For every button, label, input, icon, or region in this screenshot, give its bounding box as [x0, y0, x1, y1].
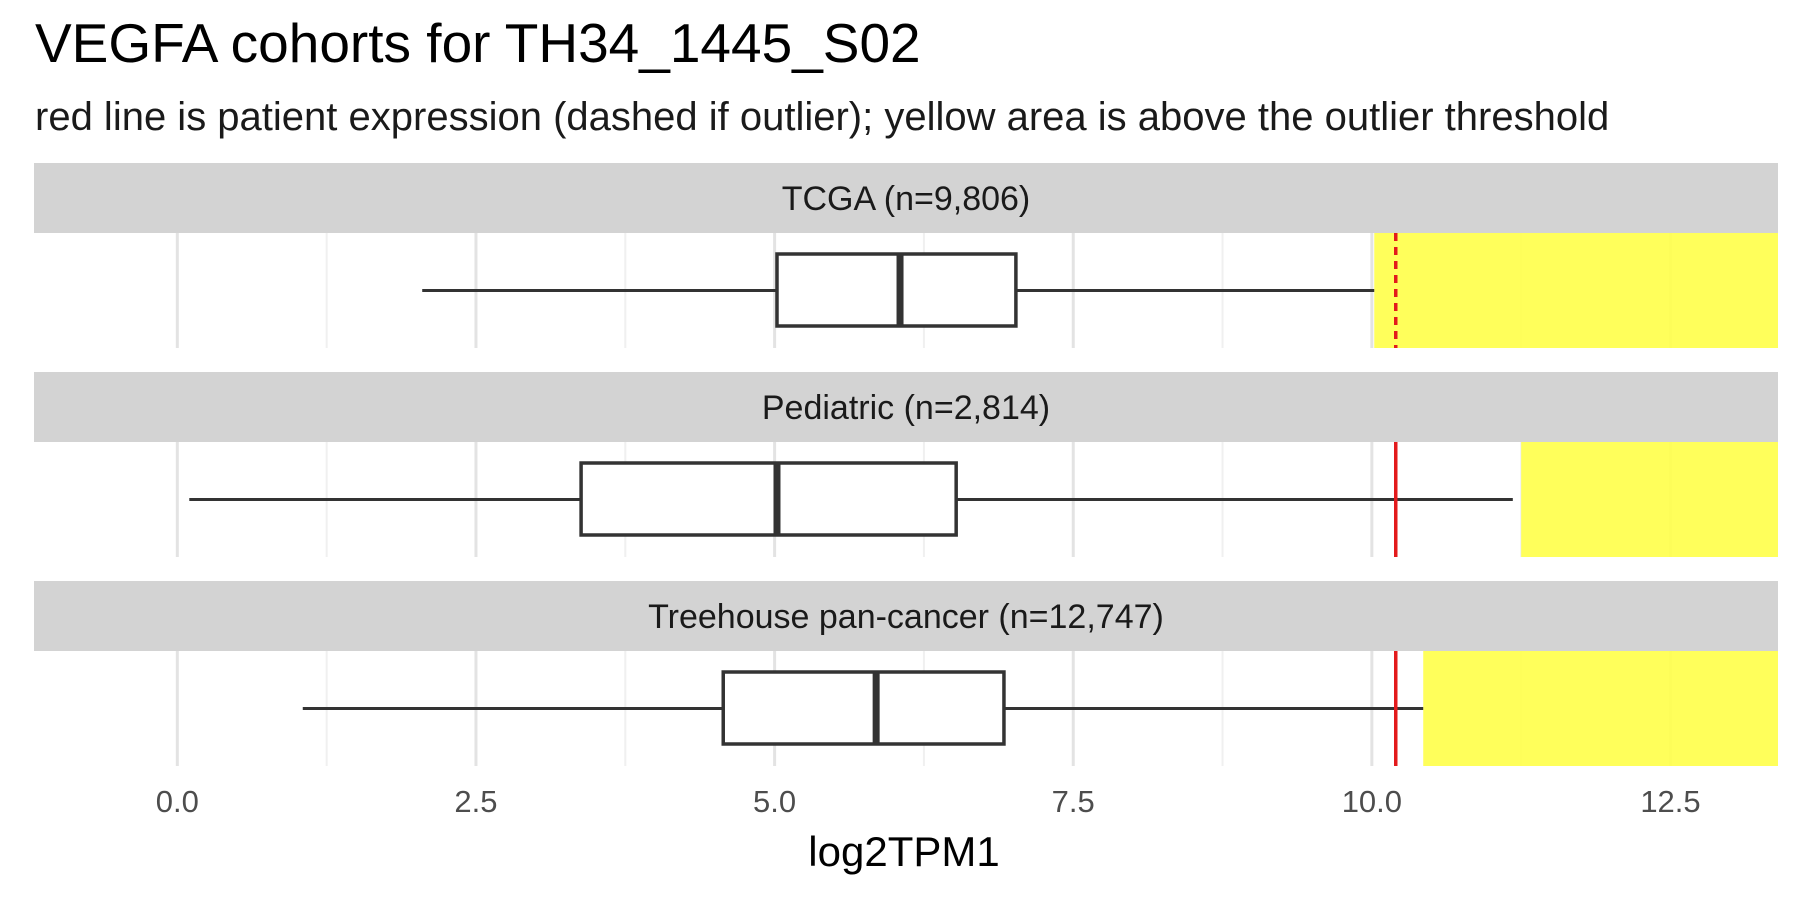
- x-tick-label: 5.0: [753, 784, 796, 819]
- facet-strip: [34, 372, 1778, 442]
- x-tick-label: 2.5: [454, 784, 497, 819]
- x-axis-label: log2TPM1: [808, 828, 999, 875]
- facet-strip-label: Pediatric (n=2,814): [762, 389, 1050, 427]
- panels-group: TCGA (n=9,806) Pediatric (n=2,814) Treehou…: [34, 163, 1778, 766]
- box: [579, 461, 958, 537]
- facet-strip: [34, 163, 1778, 233]
- outlier-area: [1521, 442, 1778, 557]
- chart-subtitle: red line is patient expression (dashed i…: [35, 95, 1609, 139]
- facet-panel: Pediatric (n=2,814): [34, 372, 1778, 557]
- facet-strip-label: TCGA (n=9,806): [782, 180, 1031, 218]
- facet-panel: Treehouse pan-cancer (n=12,747): [34, 581, 1778, 766]
- outlier-area: [1374, 233, 1778, 348]
- box: [721, 670, 1006, 746]
- x-axis: 0.0 2.5 5.0 7.5 10.0 12.5: [156, 784, 1701, 819]
- x-tick-label: 7.5: [1052, 784, 1095, 819]
- x-tick-label: 10.0: [1342, 784, 1402, 819]
- outlier-area: [1423, 651, 1778, 766]
- chart-title: VEGFA cohorts for TH34_1445_S02: [35, 12, 921, 74]
- facet-panel: TCGA (n=9,806): [34, 163, 1778, 348]
- x-tick-label: 12.5: [1640, 784, 1700, 819]
- x-tick-label: 0.0: [156, 784, 199, 819]
- box: [775, 252, 1018, 328]
- facet-strip-label: Treehouse pan-cancer (n=12,747): [648, 598, 1164, 636]
- facet-strip: [34, 581, 1778, 651]
